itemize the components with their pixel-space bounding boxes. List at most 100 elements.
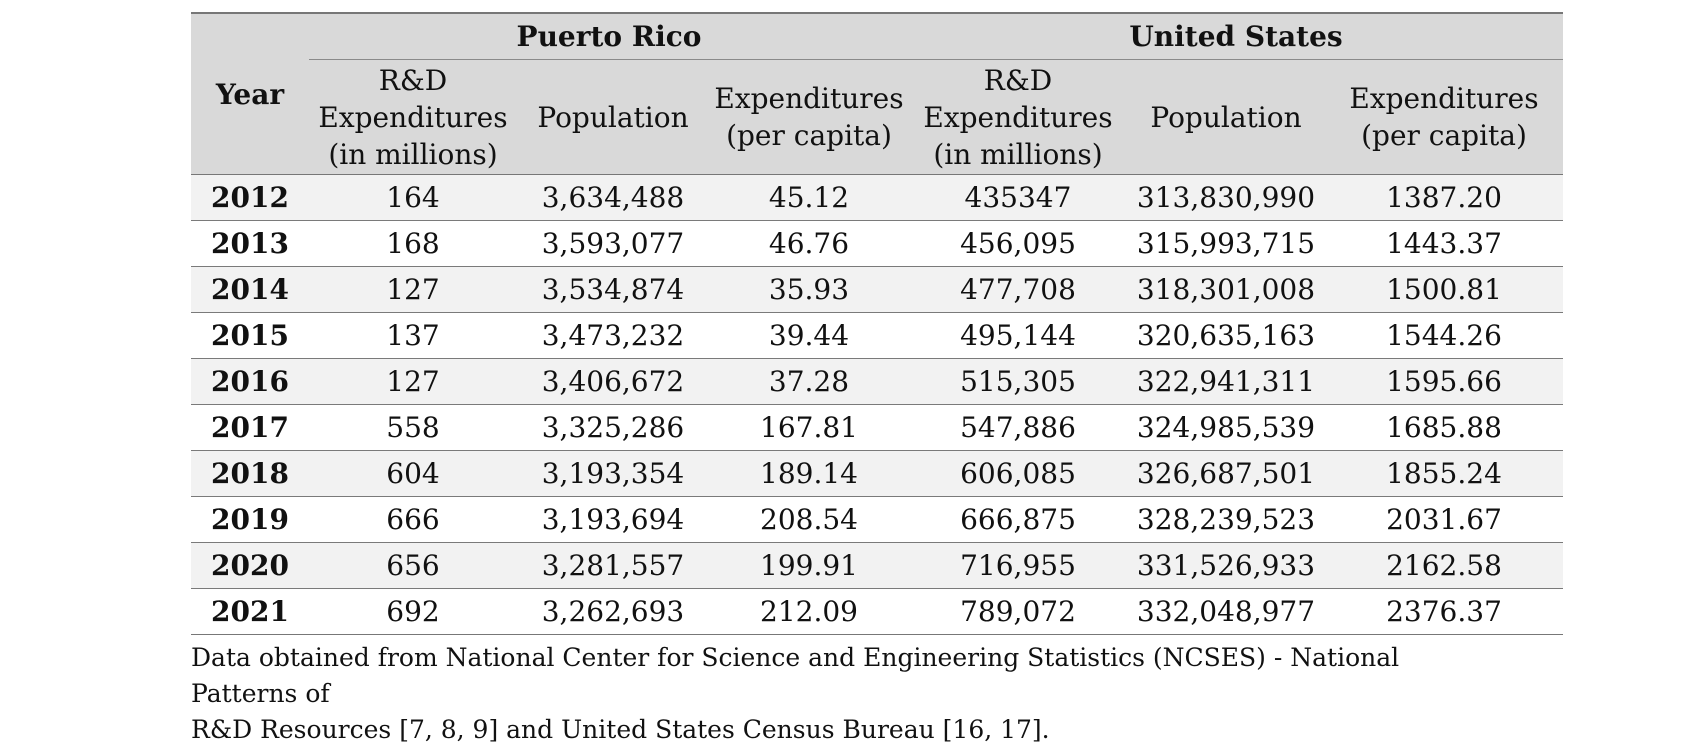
- table-row: 2015 137 3,473,232 39.44 495,144 320,635,163 1…: [191, 312, 1564, 359]
- column-header-line: (in millions): [328, 137, 498, 171]
- column-header: Population: [517, 59, 709, 175]
- table-header: Year Puerto Rico United States R&D Expend…: [191, 13, 1564, 175]
- table-cell: 328,239,523: [1127, 496, 1325, 543]
- column-header-line: (per capita): [726, 119, 892, 152]
- table-cell: 2162.58: [1325, 542, 1564, 589]
- table-cell: 39.44: [709, 312, 909, 359]
- year-cell: 2016: [191, 358, 309, 405]
- table-cell: 3,281,557: [517, 542, 709, 589]
- table-cell: 477,708: [909, 266, 1127, 313]
- group-header-puerto-rico: Puerto Rico: [309, 13, 909, 60]
- table-cell: 666,875: [909, 496, 1127, 543]
- column-header-line: R&D: [983, 63, 1053, 97]
- table-cell: 3,473,232: [517, 312, 709, 359]
- table-cell: 3,325,286: [517, 404, 709, 451]
- table-cell: 199.91: [709, 542, 909, 589]
- table-cell: 35.93: [709, 266, 909, 313]
- table-row: 2014 127 3,534,874 35.93 477,708 318,301,008 1…: [191, 266, 1564, 313]
- column-header: Population: [1127, 59, 1325, 175]
- table-row: 2013 168 3,593,077 46.76 456,095 315,993,715 1…: [191, 220, 1564, 267]
- subheader-row: R&D Expenditures (in millions) Population Ex…: [191, 59, 1564, 175]
- table-cell: 322,941,311: [1127, 358, 1325, 405]
- year-cell: 2019: [191, 496, 309, 543]
- table-cell: 3,593,077: [517, 220, 709, 267]
- footnote-line-2: R&D Resources [7, 8, 9] and United State…: [191, 715, 1050, 744]
- year-cell: 2013: [191, 220, 309, 267]
- table-cell: 331,526,933: [1127, 542, 1325, 589]
- table-cell: 456,095: [909, 220, 1127, 267]
- table-cell: 2031.67: [1325, 496, 1564, 543]
- column-header-line: R&D: [378, 63, 448, 97]
- column-header-line: Expenditures: [923, 100, 1113, 134]
- table-cell: 208.54: [709, 496, 909, 543]
- table-cell: 3,406,672: [517, 358, 709, 405]
- column-header-line: Expenditures: [318, 100, 508, 134]
- table-cell: 606,085: [909, 450, 1127, 497]
- table-cell: 168: [309, 220, 517, 267]
- table-cell: 789,072: [909, 588, 1127, 635]
- table-cell: 3,262,693: [517, 588, 709, 635]
- column-header-line: (per capita): [1361, 119, 1527, 152]
- table-cell: 137: [309, 312, 517, 359]
- table-cell: 318,301,008: [1127, 266, 1325, 313]
- table-body: 2012 164 3,634,488 45.12 435347 313,830,990 13…: [191, 174, 1564, 635]
- table-row: 2021 692 3,262,693 212.09 789,072 332,048,977…: [191, 588, 1564, 635]
- table-cell: 45.12: [709, 174, 909, 221]
- table-cell: 547,886: [909, 404, 1127, 451]
- column-header-line: Population: [537, 100, 689, 134]
- group-header-united-states: United States: [909, 13, 1564, 60]
- column-header: Expenditures (per capita): [1325, 59, 1564, 175]
- table-cell: 320,635,163: [1127, 312, 1325, 359]
- table-cell: 167.81: [709, 404, 909, 451]
- table-cell: 332,048,977: [1127, 588, 1325, 635]
- table-row: 2020 656 3,281,557 199.91 716,955 331,526,933…: [191, 542, 1564, 589]
- table-cell: 164: [309, 174, 517, 221]
- table-cell: 315,993,715: [1127, 220, 1325, 267]
- table-cell: 692: [309, 588, 517, 635]
- year-cell: 2015: [191, 312, 309, 359]
- table-row: 2012 164 3,634,488 45.12 435347 313,830,990 13…: [191, 174, 1564, 221]
- table-cell: 324,985,539: [1127, 404, 1325, 451]
- footnote-line-1: Data obtained from National Center for S…: [191, 643, 1400, 708]
- table-row: 2019 666 3,193,694 208.54 666,875 328,239,523…: [191, 496, 1564, 543]
- column-header: R&D Expenditures (in millions): [309, 59, 517, 175]
- table-cell: 3,634,488: [517, 174, 709, 221]
- table-cell: 2376.37: [1325, 588, 1564, 635]
- table-row: 2016 127 3,406,672 37.28 515,305 322,941,311 1…: [191, 358, 1564, 405]
- table-cell: 3,534,874: [517, 266, 709, 313]
- column-header-line: Expenditures: [714, 82, 904, 115]
- table-cell: 189.14: [709, 450, 909, 497]
- table-cell: 127: [309, 266, 517, 313]
- table-cell: 1685.88: [1325, 404, 1564, 451]
- table-cell: 1855.24: [1325, 450, 1564, 497]
- year-cell: 2017: [191, 404, 309, 451]
- year-cell: 2012: [191, 174, 309, 221]
- table-cell: 435347: [909, 174, 1127, 221]
- table-cell: 313,830,990: [1127, 174, 1325, 221]
- rd-expenditures-table: Year Puerto Rico United States R&D Expend…: [191, 12, 1564, 635]
- table-cell: 212.09: [709, 588, 909, 635]
- table-cell: 37.28: [709, 358, 909, 405]
- table-footnote: Data obtained from National Center for S…: [191, 640, 1491, 748]
- table-row: 2018 604 3,193,354 189.14 606,085 326,687,501…: [191, 450, 1564, 497]
- table-cell: 656: [309, 542, 517, 589]
- column-header: Expenditures (per capita): [709, 59, 909, 175]
- table-cell: 1387.20: [1325, 174, 1564, 221]
- data-table-container: Year Puerto Rico United States R&D Expend…: [191, 12, 1564, 635]
- table-cell: 3,193,694: [517, 496, 709, 543]
- column-header: R&D Expenditures (in millions): [909, 59, 1127, 175]
- table-cell: 716,955: [909, 542, 1127, 589]
- year-cell: 2018: [191, 450, 309, 497]
- table-cell: 515,305: [909, 358, 1127, 405]
- table-cell: 495,144: [909, 312, 1127, 359]
- column-header-line: (in millions): [933, 137, 1103, 171]
- table-cell: 127: [309, 358, 517, 405]
- year-cell: 2020: [191, 542, 309, 589]
- year-cell: 2021: [191, 588, 309, 635]
- table-row: 2017 558 3,325,286 167.81 547,886 324,985,539…: [191, 404, 1564, 451]
- table-cell: 326,687,501: [1127, 450, 1325, 497]
- table-cell: 1544.26: [1325, 312, 1564, 359]
- table-cell: 1500.81: [1325, 266, 1564, 313]
- table-cell: 604: [309, 450, 517, 497]
- table-cell: 558: [309, 404, 517, 451]
